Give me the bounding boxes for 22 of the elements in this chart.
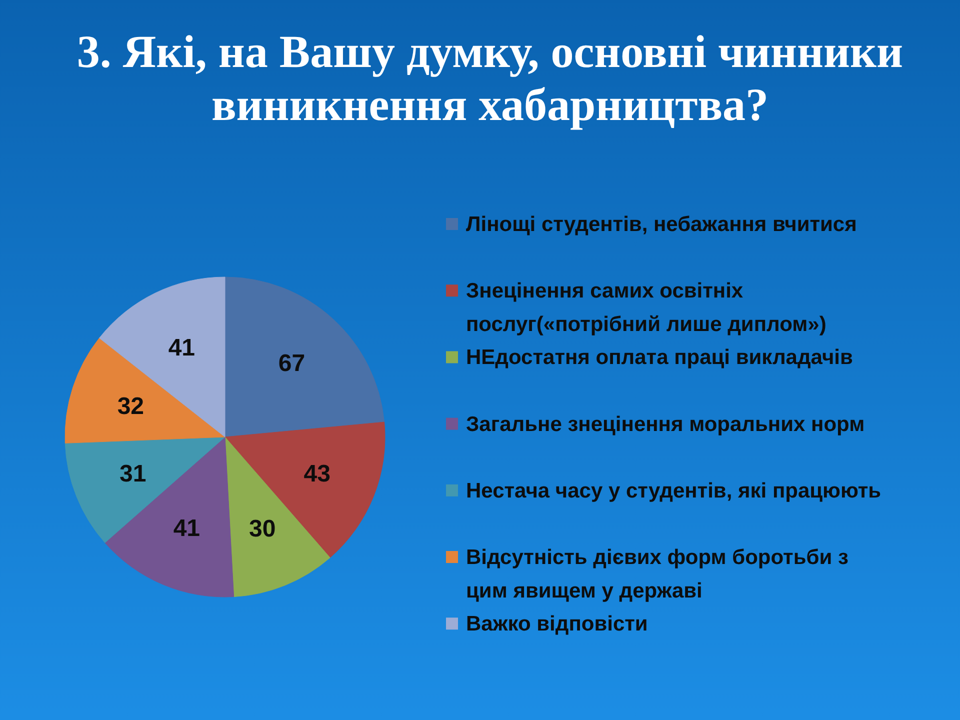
legend-label: Відсутність дієвих форм боротьби з цим явищем у державі (466, 546, 848, 602)
legend-label: НЕдостатня оплата праці викладачів (466, 346, 853, 369)
pie-slice (64, 436, 226, 543)
data-label: 41 (173, 514, 200, 542)
legend-label: Загальне знецінення моральних норм (466, 412, 865, 436)
chart-title: 3. Які, на Вашу думку, основні чинники виникнення хабарництва? (76, 26, 904, 130)
data-label: 67 (278, 350, 306, 378)
pie-slice (224, 422, 386, 558)
data-label: 41 (168, 334, 196, 362)
pie-slice (224, 436, 330, 598)
pie-slice (224, 276, 385, 438)
pie-slice (104, 436, 234, 598)
data-label: 30 (248, 515, 276, 542)
legend-label: Нестача часу у студентів, які працюють (466, 478, 882, 502)
data-label: 32 (117, 392, 144, 420)
data-label: 31 (120, 460, 146, 488)
legend-label: Лінощі студентів, небажання вчитися (466, 212, 857, 236)
pie-slice (99, 276, 226, 438)
legend-label: Важко відповісти (466, 612, 648, 636)
legend-label: Знецінення самих освітніх послуг(«потрібний лише диплом») (466, 279, 826, 336)
pie-slice (64, 338, 226, 444)
data-label: 43 (304, 460, 330, 488)
